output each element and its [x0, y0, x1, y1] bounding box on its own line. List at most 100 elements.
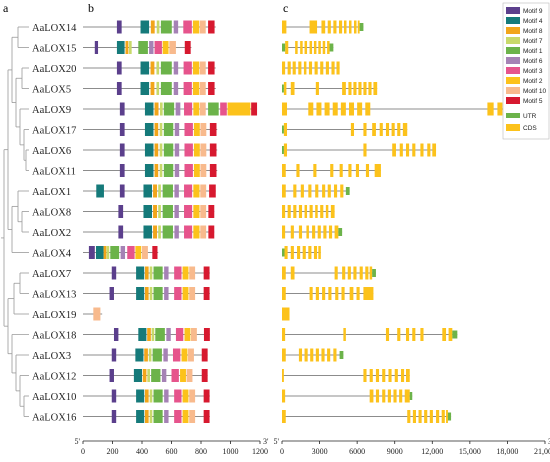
legend-swatch — [506, 87, 520, 94]
motif-box — [193, 205, 200, 218]
utr-region — [447, 412, 452, 421]
cds-exon — [322, 287, 326, 300]
cds-exon — [320, 61, 324, 75]
cds-exon — [296, 164, 300, 177]
motif-box — [153, 225, 158, 239]
motif-box — [151, 328, 155, 341]
motif-box — [160, 20, 172, 34]
motif-box — [220, 102, 227, 116]
legend-label: Motif 9 — [523, 8, 543, 15]
gene-label: AaLOX9 — [32, 105, 71, 116]
motif-box — [136, 389, 145, 403]
cds-exon — [412, 410, 417, 423]
legend-label: Motif 10 — [523, 88, 547, 95]
utr-region — [329, 43, 334, 52]
motif-box — [200, 225, 207, 239]
cds-exon — [282, 102, 288, 116]
motif-box — [208, 225, 215, 239]
gene-label: AaLOX5 — [32, 85, 71, 96]
motif-box — [119, 143, 125, 157]
legend-swatch — [506, 57, 520, 64]
cds-exon — [293, 205, 297, 218]
cds-exon — [343, 20, 347, 34]
gene-label: AaLOX4 — [32, 249, 72, 260]
utr-region — [345, 187, 350, 195]
motif-box — [150, 61, 155, 75]
cds-exon — [327, 41, 330, 54]
cds-exon — [282, 184, 286, 198]
cds-exon — [369, 369, 373, 382]
motif-box — [149, 389, 153, 403]
utr-region — [452, 330, 458, 339]
motif-box — [184, 102, 193, 116]
cds-exon — [387, 389, 391, 403]
cds-exon — [322, 184, 326, 198]
legend-label: Motif 5 — [523, 98, 543, 105]
cds-exon — [309, 287, 313, 300]
panel-c-label: c — [283, 1, 288, 15]
cds-exon — [420, 328, 424, 341]
cds-exon — [327, 348, 331, 362]
cds-exon — [372, 123, 376, 136]
legend-swatch — [506, 77, 520, 84]
axis-tick-label: 1000 — [223, 447, 239, 456]
motif-box — [183, 61, 192, 75]
axis-tick-label: 0 — [280, 447, 284, 456]
motif-box — [163, 143, 174, 157]
motif-box — [183, 20, 192, 34]
legend-label: Motif 6 — [523, 58, 543, 65]
gene-label: AaLOX8 — [32, 208, 71, 219]
cds-exon — [399, 389, 403, 403]
cds-exon — [354, 20, 357, 34]
cds-exon — [442, 328, 447, 341]
cds-exon — [429, 410, 433, 423]
cds-exon — [284, 246, 288, 259]
motif-box — [109, 287, 114, 300]
cds-exon — [497, 102, 503, 116]
cds-exon — [418, 410, 422, 423]
motif-box — [153, 389, 163, 403]
gene-label: AaLOX6 — [32, 146, 71, 157]
gene-label: AaLOX12 — [32, 372, 76, 383]
motif-box — [174, 164, 180, 177]
motif-axis: 0 200 400 600 800 1000 1200 5' 3' — [75, 437, 269, 456]
cds-exon — [363, 369, 367, 382]
motif-box — [200, 184, 207, 198]
cds-exon — [436, 410, 440, 423]
cds-exon — [313, 41, 317, 54]
motif-box — [174, 143, 180, 157]
axis-tick-label: 0 — [81, 447, 85, 456]
motif-box — [116, 82, 122, 95]
motif-box — [144, 410, 149, 423]
cds-exon — [373, 82, 378, 95]
motif-box — [129, 41, 132, 54]
motif-box — [164, 287, 169, 300]
motif-box — [189, 410, 196, 423]
motif-box — [161, 369, 167, 382]
motif-box — [175, 328, 184, 341]
motif-box — [193, 143, 200, 157]
motif-box — [203, 389, 210, 403]
motif-box — [193, 184, 200, 198]
cds-exon — [298, 225, 303, 239]
cds-exon — [375, 369, 380, 382]
cds-exon — [313, 246, 318, 259]
motif-box — [159, 123, 163, 136]
motif-box — [193, 225, 200, 239]
cds-exon — [348, 82, 352, 95]
cds-exon — [283, 123, 288, 136]
motif-box — [144, 389, 149, 403]
legend-label: Motif 2 — [523, 78, 543, 85]
cds-exon — [298, 348, 303, 362]
legend-label: Motif 7 — [523, 38, 543, 45]
cds-exon — [357, 20, 360, 34]
cds-exon — [315, 287, 319, 300]
motif-box — [203, 410, 210, 423]
cds-exon — [379, 123, 383, 136]
axis-tick-label: 9000 — [387, 447, 403, 456]
motif-box — [106, 246, 110, 259]
cds-exon — [338, 20, 343, 34]
motif-box — [173, 82, 179, 95]
motif-box — [135, 246, 142, 259]
cds-exon — [321, 348, 325, 362]
